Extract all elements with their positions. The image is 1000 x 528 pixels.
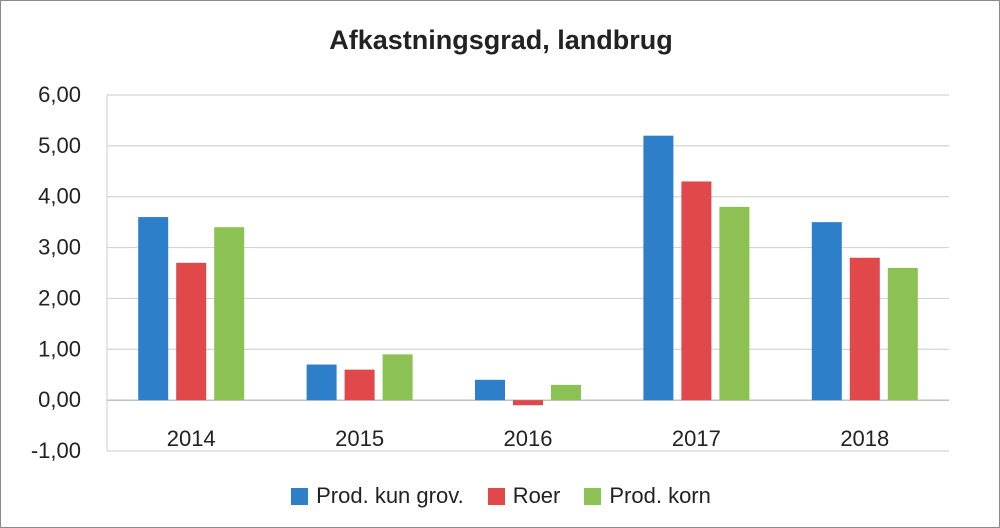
bar bbox=[214, 227, 245, 401]
legend-swatch-series-2 bbox=[584, 487, 602, 505]
bar bbox=[176, 262, 207, 401]
bar bbox=[513, 400, 543, 406]
chart-legend: Prod. kun grov. Roer Prod. korn bbox=[1, 483, 1000, 509]
x-tick-label: 2018 bbox=[840, 426, 889, 451]
legend-item-series-0: Prod. kun grov. bbox=[291, 483, 464, 509]
bar bbox=[887, 267, 918, 401]
legend-label-series-1: Roer bbox=[512, 483, 561, 508]
x-tick-label: 2016 bbox=[504, 426, 553, 451]
bar bbox=[811, 222, 842, 401]
legend-item-series-1: Roer bbox=[487, 483, 561, 509]
x-tick-label: 2014 bbox=[167, 426, 216, 451]
y-tick-label: 3,00 bbox=[38, 235, 81, 260]
bar bbox=[551, 384, 581, 401]
y-tick-label: 1,00 bbox=[38, 336, 81, 361]
y-tick-label: 6,00 bbox=[38, 82, 81, 107]
bar bbox=[344, 369, 375, 401]
x-tick-label: 2017 bbox=[672, 426, 721, 451]
y-tick-label: -1,00 bbox=[31, 438, 81, 463]
bar bbox=[382, 354, 413, 401]
bar bbox=[643, 135, 674, 401]
y-tick-label: 4,00 bbox=[38, 184, 81, 209]
y-tick-label: 5,00 bbox=[38, 133, 81, 158]
legend-swatch-series-0 bbox=[291, 487, 309, 505]
bar bbox=[475, 379, 505, 401]
y-tick-label: 0,00 bbox=[38, 387, 81, 412]
legend-swatch-series-1 bbox=[487, 487, 505, 505]
chart-plot: -1,00 0,00 1,00 2,00 3,00 4,00 5,00 6,00 2014 201… bbox=[31, 82, 949, 463]
y-tick-label: 2,00 bbox=[38, 285, 81, 310]
chart-title: Afkastningsgrad, landbrug bbox=[329, 25, 673, 55]
bar bbox=[138, 217, 169, 401]
legend-item-series-2: Prod. korn bbox=[584, 483, 711, 509]
legend-label-series-2: Prod. korn bbox=[609, 483, 711, 508]
legend-label-series-0: Prod. kun grov. bbox=[316, 483, 464, 508]
bar bbox=[719, 206, 750, 401]
bar bbox=[306, 364, 337, 401]
bar bbox=[849, 257, 880, 401]
bar bbox=[681, 181, 712, 401]
x-tick-label: 2015 bbox=[335, 426, 384, 451]
